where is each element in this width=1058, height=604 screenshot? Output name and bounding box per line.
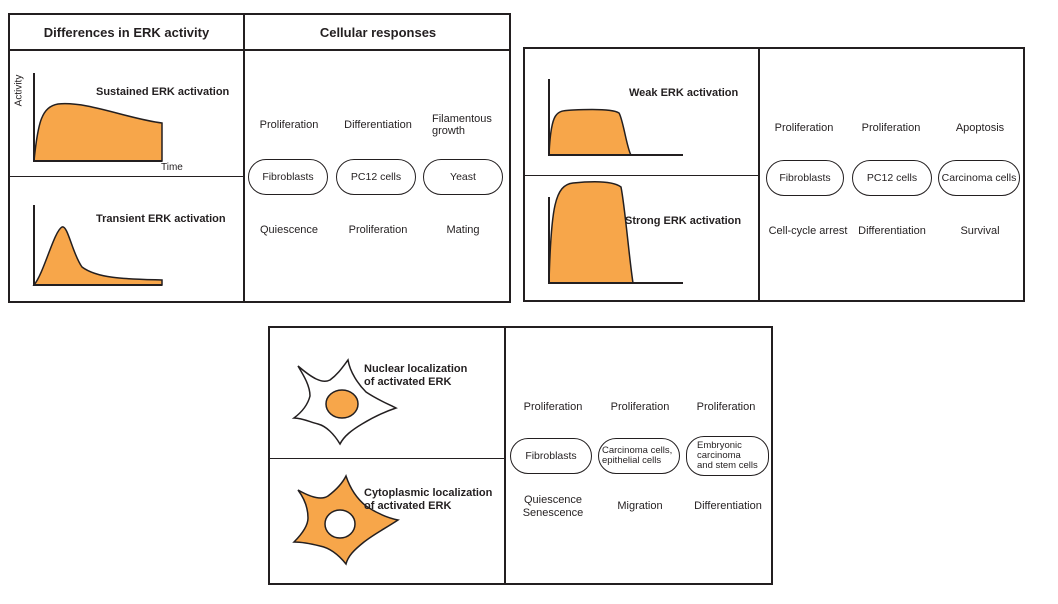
panel-erk-activity-strength: Weak ERK activation Strong ERK activatio… xyxy=(523,47,1025,302)
sustained-activity-curve xyxy=(33,73,163,162)
cell-pill-pc12: PC12 cells xyxy=(336,159,416,195)
weak-activity-curve xyxy=(548,79,683,156)
nuclear-localization-label: Nuclear localization of activated ERK xyxy=(364,363,467,389)
pill-line1: Embryonic xyxy=(697,440,742,451)
panel-divider xyxy=(504,328,506,583)
response-mating: Mating xyxy=(446,224,480,236)
response-filamentous-line1: Filamentous xyxy=(432,113,492,125)
transient-curve-fill xyxy=(32,226,163,286)
header-underline xyxy=(10,49,509,51)
pill-line2: carcinoma xyxy=(697,450,741,461)
cell-pill-carcinoma: Carcinoma cells xyxy=(938,160,1020,196)
transient-activity-curve xyxy=(32,205,163,286)
cell-pill-fibroblasts: Fibroblasts xyxy=(510,438,592,474)
response-proliferation-3: Proliferation xyxy=(696,401,756,413)
panel-divider xyxy=(243,15,245,301)
cytoplasmic-erk-cell-icon xyxy=(292,474,400,566)
response-proliferation: Proliferation xyxy=(259,119,319,131)
panel-divider xyxy=(758,49,760,300)
strong-curve-fill xyxy=(548,181,634,284)
response-proliferation: Proliferation xyxy=(523,401,583,413)
cell-pill-pc12: PC12 cells xyxy=(852,160,932,196)
sustained-curve-fill xyxy=(33,102,163,162)
response-quiescence-senescence: Quiescence Senescence xyxy=(514,494,592,520)
pill-line1: Carcinoma cells, xyxy=(602,445,673,456)
header-differences-erk-activity: Differences in ERK activity xyxy=(43,25,210,40)
nucleus-activated xyxy=(325,389,359,419)
response-differentiation: Differentiation xyxy=(344,119,412,131)
nuclear-label-line2: of activated ERK xyxy=(364,376,452,388)
response-cell-cycle-arrest: Cell-cycle arrest xyxy=(768,225,848,237)
response-survival: Survival xyxy=(960,225,1000,237)
response-differentiation: Differentiation xyxy=(694,500,762,512)
response-quiescence: Quiescence xyxy=(523,494,583,506)
pill-line2: epithelial cells xyxy=(602,455,662,466)
cytoplasmic-label-line1: Cytoplasmic localization xyxy=(364,487,493,499)
panel-erk-activity-duration: Differences in ERK activity Cellular res… xyxy=(8,13,511,303)
cell-pill-fibroblasts: Fibroblasts xyxy=(766,160,844,196)
response-proliferation-2: Proliferation xyxy=(861,122,921,134)
cell-pill-yeast: Yeast xyxy=(423,159,503,195)
cell-pill-fibroblasts: Fibroblasts xyxy=(248,159,328,195)
row-divider xyxy=(10,176,243,177)
nuclear-erk-cell-icon xyxy=(291,358,398,446)
nuclear-label-line1: Nuclear localization xyxy=(364,363,468,375)
y-axis-label: Activity xyxy=(13,74,25,107)
response-senescence: Senescence xyxy=(522,507,584,519)
response-filamentous-line2: growth xyxy=(432,125,466,137)
cytoplasmic-label-line2: of activated ERK xyxy=(364,500,452,512)
response-filamentous-growth: Filamentous growth xyxy=(432,113,492,137)
cytoplasmic-localization-label: Cytoplasmic localization of activated ER… xyxy=(364,487,492,513)
header-cellular-responses: Cellular responses xyxy=(319,25,437,40)
cell-pill-carcinoma-epithelial: Carcinoma cells, epithelial cells xyxy=(598,438,680,474)
x-axis-label: Time xyxy=(161,162,183,173)
strong-activity-curve xyxy=(548,181,683,284)
response-quiescence: Quiescence xyxy=(259,224,319,236)
cell-pill-embryonic-stem: Embryonic carcinoma and stem cells xyxy=(686,436,769,476)
weak-curve-fill xyxy=(548,108,633,156)
response-proliferation: Proliferation xyxy=(774,122,834,134)
row-divider xyxy=(525,175,758,176)
response-proliferation-2: Proliferation xyxy=(348,224,408,236)
sustained-erk-label: Sustained ERK activation xyxy=(96,86,230,98)
nucleus-empty xyxy=(324,509,356,539)
transient-erk-label: Transient ERK activation xyxy=(96,213,226,225)
pill-line3: and stem cells xyxy=(697,460,758,471)
weak-erk-label: Weak ERK activation xyxy=(629,87,739,99)
response-migration: Migration xyxy=(617,500,663,512)
response-differentiation: Differentiation xyxy=(858,225,926,237)
strong-erk-label: Strong ERK activation xyxy=(625,215,742,227)
response-proliferation-2: Proliferation xyxy=(610,401,670,413)
row-divider xyxy=(270,458,504,459)
panel-erk-localization: Nuclear localization of activated ERK Cy… xyxy=(268,326,773,585)
response-apoptosis: Apoptosis xyxy=(955,122,1005,134)
